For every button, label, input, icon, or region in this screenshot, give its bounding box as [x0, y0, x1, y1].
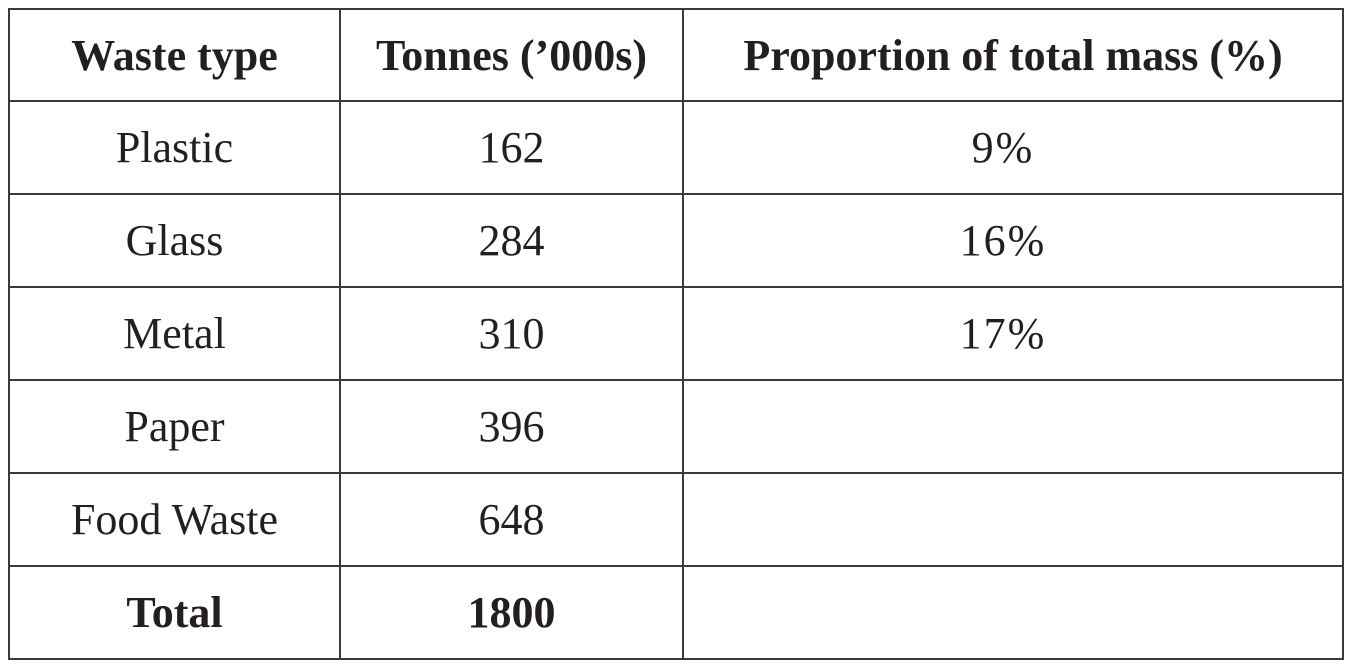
table-row: Food Waste 648	[8, 472, 1344, 567]
header-cell: Waste type	[8, 8, 341, 102]
table-row: Paper 396	[8, 379, 1344, 474]
table-cell	[682, 472, 1344, 567]
table-cell: Paper	[8, 379, 341, 474]
waste-table: Waste type Tonnes (’000s) Proportion of …	[8, 8, 1344, 660]
table-cell: 310	[339, 286, 684, 381]
table-row: Plastic 162 9%	[8, 100, 1344, 195]
table-cell: 648	[339, 472, 684, 567]
header-cell: Proportion of total mass (%)	[682, 8, 1344, 102]
table-cell	[682, 379, 1344, 474]
table-cell: 396	[339, 379, 684, 474]
table-cell: Metal	[8, 286, 341, 381]
table-cell: Food Waste	[8, 472, 341, 567]
table-cell: Glass	[8, 193, 341, 288]
table-row: Total 1800	[8, 565, 1344, 660]
table-row: Metal 310 17%	[8, 286, 1344, 381]
table-cell: 284	[339, 193, 684, 288]
table-body: Plastic 162 9% Glass 284 16% Metal 310 17% Paper 3…	[8, 100, 1344, 660]
table-cell: 9%	[682, 100, 1344, 195]
table-cell	[682, 565, 1344, 660]
table-cell: 162	[339, 100, 684, 195]
table-cell: 16%	[682, 193, 1344, 288]
table-cell: Plastic	[8, 100, 341, 195]
table-cell: 17%	[682, 286, 1344, 381]
table-row: Glass 284 16%	[8, 193, 1344, 288]
table-header: Waste type Tonnes (’000s) Proportion of …	[8, 8, 1344, 102]
header-cell: Tonnes (’000s)	[339, 8, 684, 102]
header-row: Waste type Tonnes (’000s) Proportion of …	[8, 8, 1344, 102]
table-cell: 1800	[339, 565, 684, 660]
table-cell: Total	[8, 565, 341, 660]
